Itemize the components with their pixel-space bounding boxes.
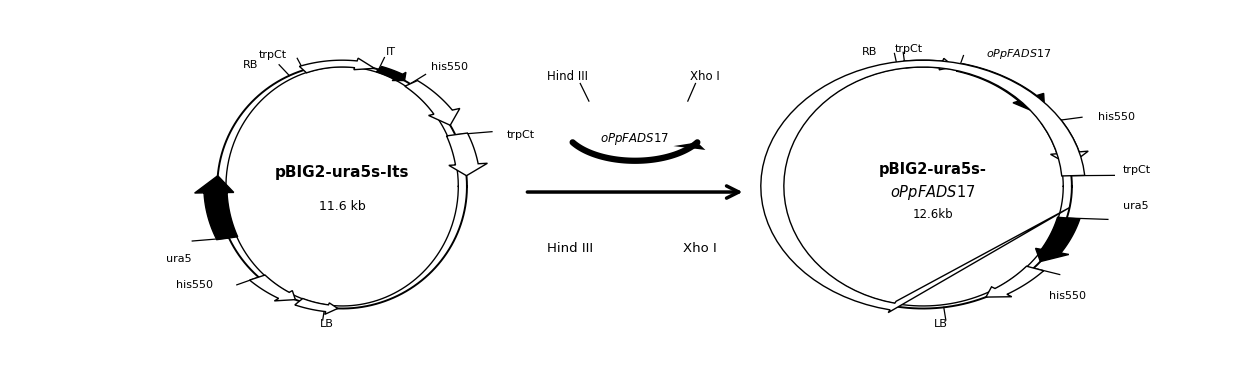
- Polygon shape: [195, 176, 238, 239]
- Polygon shape: [1036, 217, 1080, 262]
- Text: trpCt: trpCt: [895, 44, 923, 54]
- Text: Hind III: Hind III: [548, 70, 589, 83]
- Text: trpCt: trpCt: [507, 130, 535, 140]
- Polygon shape: [1041, 120, 1088, 165]
- Text: his550: his550: [431, 62, 468, 72]
- Text: LB: LB: [934, 318, 948, 329]
- Text: ura5: ura5: [1123, 200, 1149, 211]
- Polygon shape: [405, 80, 460, 125]
- Text: 11.6 kb: 11.6 kb: [318, 200, 366, 213]
- Text: pBIG2-ura5s-: pBIG2-ura5s-: [878, 162, 986, 177]
- Text: his550: his550: [176, 280, 213, 290]
- Text: 12.6kb: 12.6kb: [912, 208, 953, 221]
- Text: $oPpFADS17$: $oPpFADS17$: [890, 183, 975, 201]
- Text: his550: his550: [1049, 291, 1085, 301]
- Polygon shape: [761, 60, 1084, 313]
- Text: trpCt: trpCt: [1124, 165, 1151, 175]
- Text: his550: his550: [1098, 113, 1135, 123]
- Polygon shape: [377, 66, 406, 80]
- Text: pBIG2-ura5s-Its: pBIG2-ura5s-Its: [275, 165, 409, 180]
- Text: $oPpFADS17$: $oPpFADS17$: [601, 131, 669, 147]
- Polygon shape: [295, 299, 338, 314]
- Text: Hind III: Hind III: [546, 242, 592, 255]
- Polygon shape: [903, 58, 954, 70]
- Polygon shape: [674, 142, 705, 150]
- Text: Xho I: Xho I: [684, 242, 717, 255]
- Polygon shape: [957, 64, 1044, 116]
- Polygon shape: [300, 58, 374, 73]
- Text: $oPpFADS17$: $oPpFADS17$: [986, 48, 1052, 62]
- Text: ura5: ura5: [166, 254, 192, 264]
- Text: RB: RB: [243, 60, 259, 70]
- Polygon shape: [446, 133, 487, 176]
- Text: IT: IT: [385, 47, 395, 57]
- Polygon shape: [986, 266, 1043, 297]
- Polygon shape: [249, 275, 295, 301]
- Text: Xho I: Xho I: [690, 70, 720, 83]
- Text: RB: RB: [862, 47, 877, 57]
- Text: trpCt: trpCt: [259, 50, 287, 60]
- Text: LB: LB: [320, 318, 333, 329]
